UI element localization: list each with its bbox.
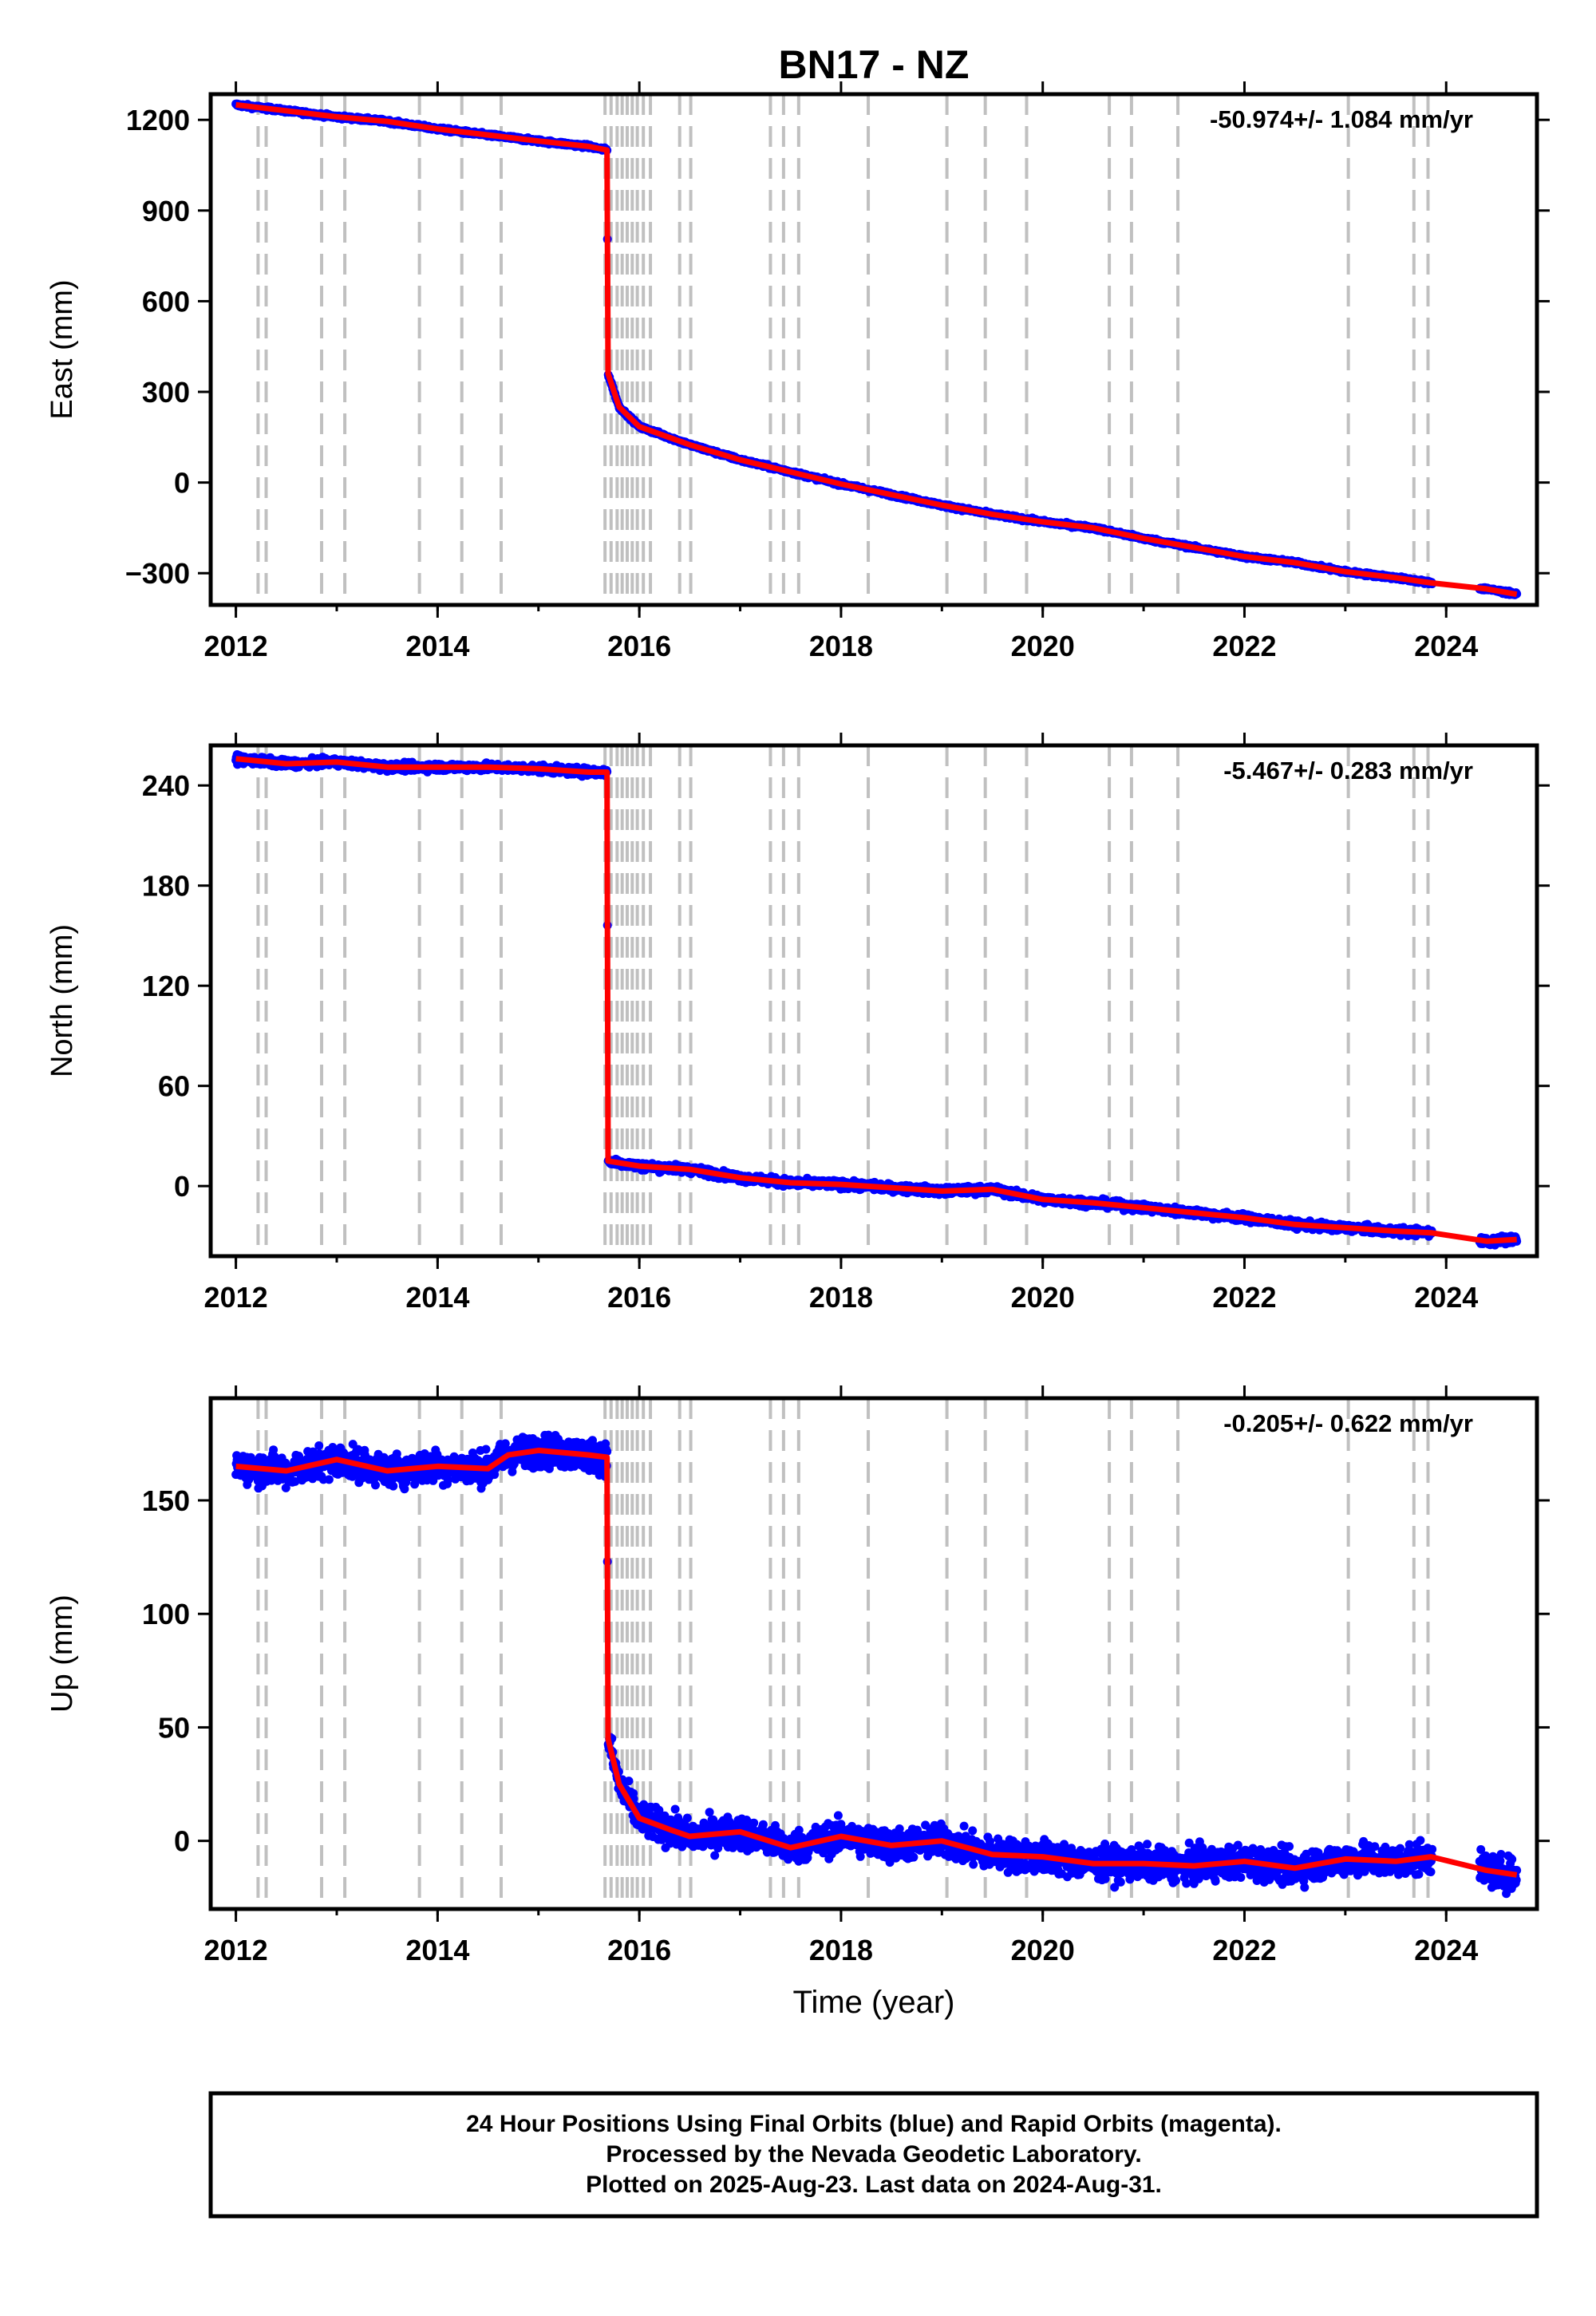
x-tick-label: 2012 (204, 630, 268, 662)
earthquake-event-lines (256, 94, 1430, 605)
y-tick-label: 600 (142, 285, 190, 318)
y-tick-label: 1200 (126, 104, 190, 136)
y-tick-label: 300 (142, 376, 190, 409)
plot-frame (208, 92, 1539, 607)
y-tick-label: 0 (174, 467, 190, 500)
y-tick-label: −300 (125, 557, 190, 590)
daily-positions (231, 750, 1522, 1250)
x-tick-label: 2014 (405, 630, 469, 662)
daily-positions (231, 99, 1522, 599)
x-tick-label: 2022 (1212, 630, 1276, 662)
chart-title: BN17 - NZ (779, 42, 970, 87)
model-fit-line (235, 101, 1518, 598)
x-tick-label: 2020 (1011, 630, 1075, 662)
x-tick-label: 2024 (1414, 630, 1478, 662)
y-axis-label: East (mm) (45, 279, 79, 419)
x-tick-label: 2018 (809, 630, 873, 662)
x-tick-label: 2016 (607, 630, 671, 662)
velocity-label: -50.974+/- 1.084 mm/yr (1210, 105, 1473, 133)
east-panel: −300 0 300 600 900 1200 2012 2014 2016 2018 2020 20… (45, 81, 1550, 662)
y-tick-label: 900 (142, 195, 190, 227)
